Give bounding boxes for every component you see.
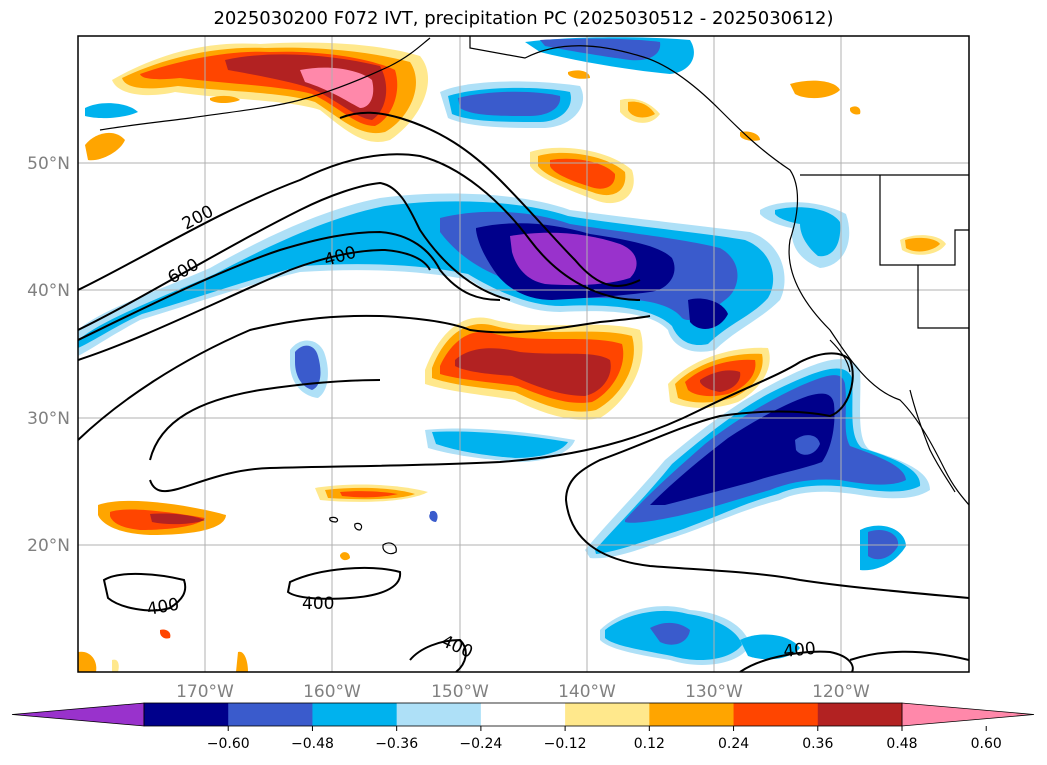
x-tick-label: 140°W <box>558 682 616 702</box>
y-axis-labels: 50°N 40°N 30°N 20°N <box>27 154 70 556</box>
y-tick-label: 50°N <box>27 154 70 174</box>
colorbar-tick-label: 0.60 <box>971 736 1002 752</box>
colorbar-segment <box>733 703 819 726</box>
colorbar-tick-label: 0.12 <box>634 736 665 752</box>
colorbar-segment <box>228 703 313 726</box>
x-tick-label: 120°W <box>812 682 870 702</box>
colorbar-segment <box>817 703 903 726</box>
colorbar-tick-label: 0.48 <box>886 736 917 752</box>
colorbar-segment <box>565 703 650 726</box>
colorbar-tick-label: 0.24 <box>718 736 749 752</box>
colorbar-extend-low <box>11 702 145 727</box>
colorbar-segment <box>144 703 229 726</box>
colorbar-tick-label: −0.24 <box>459 736 502 752</box>
x-axis-labels: 170°W 160°W 150°W 140°W 130°W 120°W <box>176 682 870 702</box>
precipitation-pc-fill <box>78 37 946 672</box>
x-tick-label: 130°W <box>685 682 743 702</box>
x-tick-label: 170°W <box>176 682 234 702</box>
colorbar-tick-label: 0.36 <box>802 736 833 752</box>
y-tick-label: 20°N <box>27 536 70 556</box>
contour-400-loop-c <box>286 566 402 600</box>
colorbar-tick-label: −0.60 <box>207 736 250 752</box>
colorbar-tick-label: −0.36 <box>375 736 418 752</box>
contour-400-loop-a <box>149 352 969 599</box>
x-tick-label: 160°W <box>303 682 361 702</box>
x-tick-label: 150°W <box>431 682 489 702</box>
colorbar-segment <box>312 703 398 726</box>
colorbar-segment <box>396 703 482 726</box>
contour-label: 400 <box>302 594 334 614</box>
y-tick-label: 30°N <box>27 409 70 429</box>
contour-label: 400 <box>782 639 816 662</box>
map-frame <box>77 35 970 673</box>
chart-title: 2025030200 F072 IVT, precipitation PC (2… <box>213 8 834 29</box>
colorbar-tick-label: −0.12 <box>544 736 587 752</box>
ivt-contours <box>78 111 969 672</box>
colorbar: −0.60 −0.48 −0.36 −0.24 −0.12 0.12 0.24 0.36 0.4… <box>11 702 1035 752</box>
y-tick-label: 40°N <box>27 281 70 301</box>
colorbar-segment <box>480 703 566 726</box>
contour-400-loop-b <box>102 572 187 612</box>
colorbar-segment <box>649 703 735 726</box>
colorbar-extend-high <box>901 702 1035 727</box>
contour-200 <box>78 153 641 301</box>
gridlines <box>78 36 969 672</box>
colorbar-tick-label: −0.48 <box>291 736 334 752</box>
colorbar-frame <box>143 702 903 727</box>
